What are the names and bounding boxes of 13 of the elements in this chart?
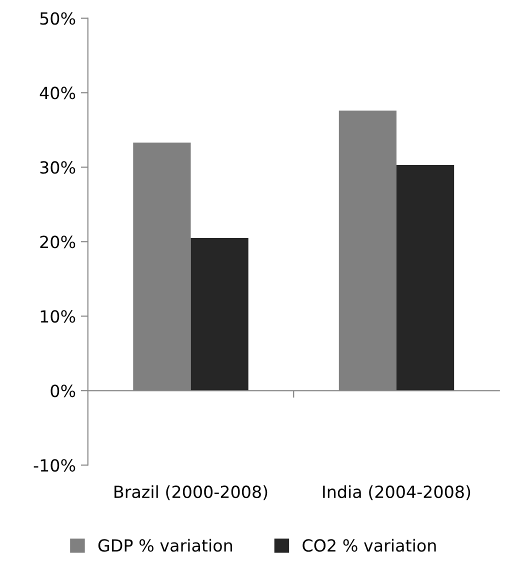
y-tick-label: 20%: [40, 236, 76, 248]
y-tick-label: 30%: [40, 161, 76, 174]
legend-label: GDP % variation: [98, 538, 232, 552]
y-tick-label: -10%: [34, 459, 76, 472]
x-tick-label: India (2004-2008): [323, 485, 470, 500]
x-tick-label: Brazil (2000-2008): [114, 485, 268, 500]
bar: [396, 164, 454, 391]
y-tick-label: 40%: [40, 86, 76, 100]
y-tick-label: 50%: [40, 12, 76, 25]
legend-label: CO2 % variation: [302, 538, 436, 552]
y-tick-label: 10%: [40, 310, 76, 323]
bar: [190, 238, 248, 391]
y-tick-label: 0%: [50, 384, 76, 398]
